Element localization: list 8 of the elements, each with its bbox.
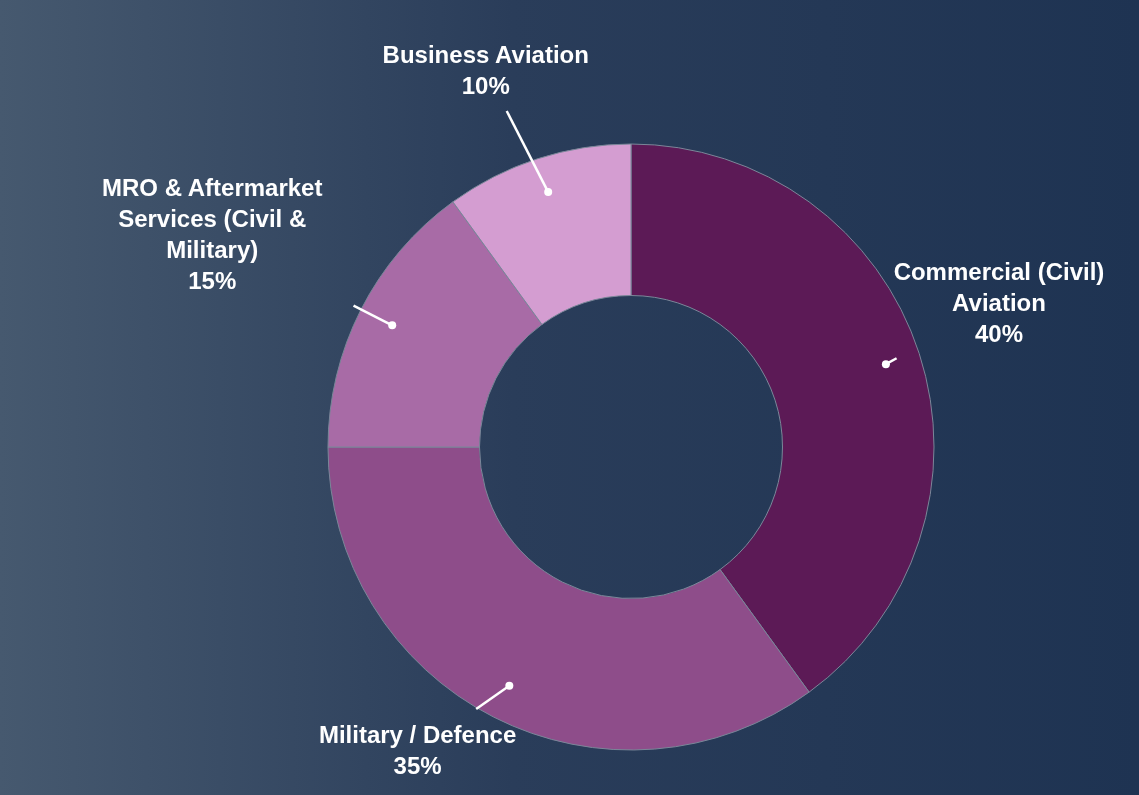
slice-label: MRO & Aftermarket Services (Civil & Military): [100, 172, 324, 265]
slice-label: Commercial (Civil) Aviation: [892, 256, 1106, 318]
data-label: 35%: [392, 751, 443, 781]
data-label: 10%: [460, 71, 511, 101]
data-label: 15%: [187, 265, 238, 296]
slice-label: Business Aviation: [382, 40, 589, 70]
slice-label: Military / Defence: [318, 720, 517, 750]
data-label: 40%: [973, 318, 1024, 349]
